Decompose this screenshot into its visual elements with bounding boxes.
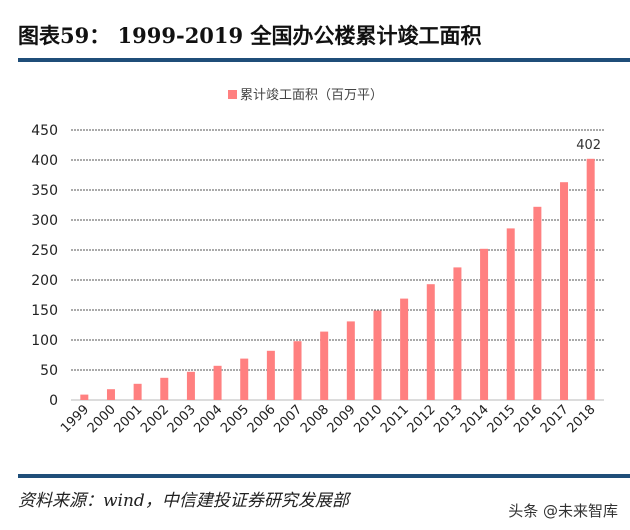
- bar-2006: [266, 350, 275, 400]
- x-tick-label: 2018: [564, 402, 598, 436]
- y-tick-label: 300: [31, 213, 58, 229]
- x-tick-label: 2006: [245, 402, 279, 436]
- x-tick-label: 2011: [378, 402, 412, 436]
- bar-1999: [80, 394, 89, 400]
- x-tick-label: 2016: [511, 402, 545, 436]
- y-tick-label: 100: [31, 333, 58, 349]
- x-tick-label: 2005: [218, 402, 252, 436]
- x-tick-label: 2001: [111, 402, 145, 436]
- x-tick-label: 2004: [191, 402, 225, 436]
- x-tick-label: 1999: [58, 402, 92, 436]
- y-tick-label: 0: [49, 393, 58, 409]
- x-tick-label: 2013: [431, 402, 465, 436]
- bar-2002: [160, 377, 169, 400]
- x-tick-label: 2003: [165, 402, 199, 436]
- bar-2017: [560, 182, 569, 400]
- source-note: 资料来源：wind，中信建投证券研究发展部: [18, 491, 349, 511]
- bar-2008: [320, 331, 329, 400]
- bar-2009: [346, 321, 355, 400]
- legend-swatch: [228, 90, 237, 99]
- y-tick-label: 450: [31, 123, 58, 139]
- x-tick-label: 2017: [538, 402, 572, 436]
- bar-2016: [533, 206, 542, 400]
- bar-2003: [186, 371, 195, 400]
- x-tick-label: 2002: [138, 402, 172, 436]
- y-tick-label: 50: [40, 363, 58, 379]
- title-rule: [18, 58, 630, 62]
- y-tick-label: 350: [31, 183, 58, 199]
- x-tick-label: 2007: [271, 402, 305, 436]
- page-title: 图表59： 1999-2019 全国办公楼累计竣工面积: [18, 23, 482, 48]
- footer-rule: [18, 474, 630, 478]
- bar-chart: 累计竣工面积（百万平） 050100150200250300350400450 …: [31, 88, 604, 436]
- bar-2015: [506, 228, 515, 400]
- watermark: 头条 @未来智库: [508, 502, 618, 520]
- bar-2012: [426, 284, 435, 400]
- x-tick-label: 2010: [351, 402, 385, 436]
- data-label: 402: [576, 138, 601, 153]
- y-tick-label: 200: [31, 273, 58, 289]
- bar-2014: [480, 248, 489, 400]
- bar-2007: [293, 341, 302, 400]
- y-tick-label: 400: [31, 153, 58, 169]
- x-tick-label: 2012: [405, 402, 439, 436]
- bar-2000: [106, 389, 115, 400]
- x-tick-label: 2000: [85, 402, 119, 436]
- bar-2001: [133, 383, 142, 400]
- legend-label: 累计竣工面积（百万平）: [240, 88, 383, 103]
- legend: 累计竣工面积（百万平）: [228, 88, 383, 103]
- bar-2004: [213, 365, 222, 400]
- x-tick-label: 2008: [298, 402, 332, 436]
- y-tick-label: 250: [31, 243, 58, 259]
- x-tick-label: 2014: [458, 402, 492, 436]
- x-tick-label: 2015: [485, 402, 519, 436]
- bar-2010: [373, 310, 382, 400]
- bar-2013: [453, 267, 462, 400]
- bar-2005: [240, 358, 249, 400]
- bar-2011: [400, 298, 409, 400]
- x-tick-label: 2009: [325, 402, 359, 436]
- bar-2018: [586, 158, 595, 400]
- y-tick-label: 150: [31, 303, 58, 319]
